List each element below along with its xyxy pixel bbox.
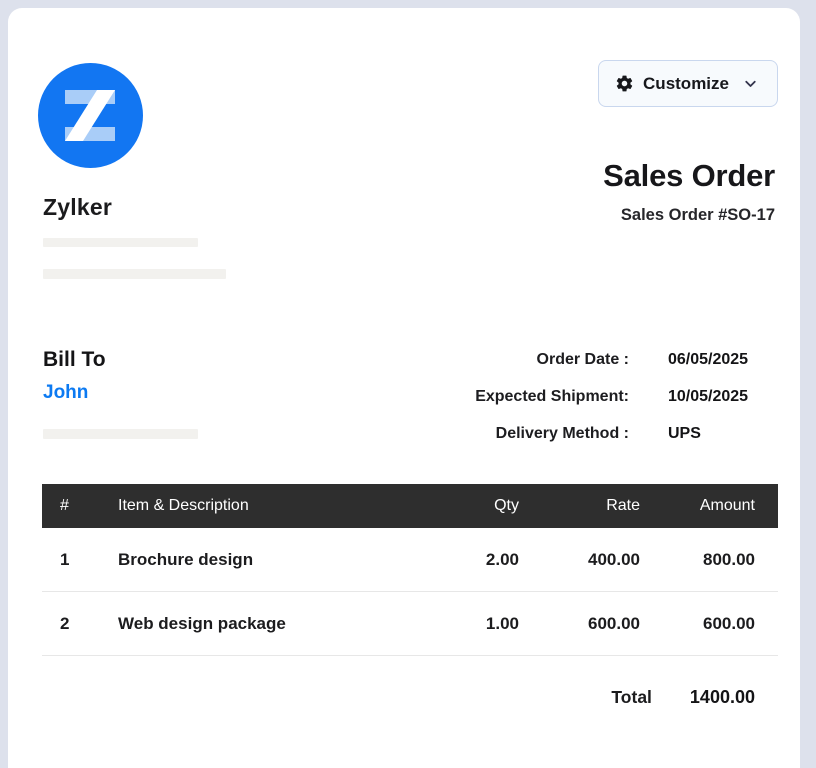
document-title: Sales Order [603, 158, 775, 193]
row-amount: 600.00 [640, 591, 778, 656]
row-rate: 600.00 [519, 591, 640, 656]
row-index: 2 [42, 591, 118, 656]
bill-to-heading: Bill To [43, 348, 106, 371]
billing-address-placeholder-bar [43, 429, 198, 439]
order-date-label: Order Date : [536, 351, 629, 368]
row-qty: 1.00 [399, 591, 519, 656]
row-description: Brochure design [118, 528, 399, 592]
row-amount: 800.00 [640, 528, 778, 592]
document-reference: Sales Order #SO-17 [620, 206, 775, 224]
gear-icon [615, 74, 634, 93]
address-placeholder-bar-1 [43, 238, 198, 247]
expected-shipment-label: Expected Shipment: [475, 388, 629, 405]
total-value: 1400.00 [689, 687, 755, 707]
line-items-table: # Item & Description Qty Rate Amount 1 B… [42, 484, 778, 656]
order-meta: Order Date : 06/05/2025 Expected Shipmen… [475, 350, 768, 444]
company-name: Zylker [43, 194, 112, 220]
header-index: # [60, 497, 69, 514]
header-rate: Rate [606, 497, 640, 514]
sales-order-document: Zylker Customize Sales Order Sales Order… [8, 8, 800, 768]
row-qty: 2.00 [399, 528, 519, 592]
header-amount: Amount [699, 497, 755, 514]
table-row: 2 Web design package 1.00 600.00 600.00 [42, 591, 778, 656]
total-row: Total 1400.00 [611, 687, 755, 708]
row-index: 1 [42, 528, 118, 592]
table-header-row: # Item & Description Qty Rate Amount [42, 484, 778, 528]
delivery-method-value: UPS [668, 425, 701, 442]
delivery-method-label: Delivery Method : [495, 425, 629, 442]
chevron-down-icon [742, 75, 759, 92]
customize-button[interactable]: Customize [598, 60, 778, 107]
customize-button-label: Customize [643, 73, 729, 93]
row-rate: 400.00 [519, 528, 640, 592]
expected-shipment-value: 10/05/2025 [668, 388, 749, 405]
header-qty: Qty [494, 497, 519, 514]
address-placeholder-bar-2 [43, 269, 226, 279]
company-logo [38, 63, 143, 168]
header-description: Item & Description [118, 497, 249, 514]
row-description: Web design package [118, 591, 399, 656]
order-date-value: 06/05/2025 [668, 351, 749, 368]
total-label: Total [611, 687, 652, 707]
customer-name-link[interactable]: John [43, 382, 89, 403]
table-row: 1 Brochure design 2.00 400.00 800.00 [42, 528, 778, 592]
